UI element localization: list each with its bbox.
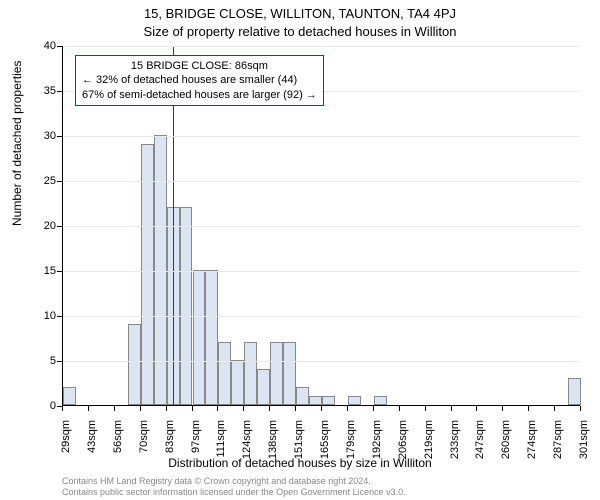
footer-attribution: Contains HM Land Registry data © Crown c…: [62, 476, 406, 498]
y-tick-mark: [57, 46, 62, 47]
annotation-line-3: 67% of semi-detached houses are larger (…: [82, 88, 317, 102]
gridline: [63, 361, 580, 362]
histogram-bar: [141, 144, 154, 405]
x-tick-mark: [399, 406, 400, 411]
chart-title-sub: Size of property relative to detached ho…: [0, 24, 600, 39]
x-tick-mark: [554, 406, 555, 411]
gridline: [63, 136, 580, 137]
y-tick-label: 10: [30, 310, 56, 322]
y-tick-mark: [57, 226, 62, 227]
histogram-bar: [283, 342, 296, 405]
gridline: [63, 46, 580, 47]
histogram-bar: [218, 342, 231, 405]
gridline: [63, 181, 580, 182]
histogram-bar: [322, 396, 335, 405]
x-tick-mark: [321, 406, 322, 411]
y-tick-mark: [57, 271, 62, 272]
histogram-bar: [205, 270, 218, 405]
y-tick-mark: [57, 316, 62, 317]
x-tick-mark: [140, 406, 141, 411]
y-tick-label: 30: [30, 130, 56, 142]
histogram-bar: [231, 360, 244, 405]
y-tick-label: 20: [30, 220, 56, 232]
histogram-bar: [568, 378, 581, 405]
annotation-line-1: 15 BRIDGE CLOSE: 86sqm: [82, 59, 317, 73]
y-tick-label: 25: [30, 175, 56, 187]
y-tick-label: 0: [30, 400, 56, 412]
histogram-bar: [348, 396, 361, 405]
x-tick-mark: [347, 406, 348, 411]
x-tick-mark: [451, 406, 452, 411]
y-tick-mark: [57, 91, 62, 92]
histogram-bar: [180, 207, 193, 405]
histogram-bar: [193, 270, 206, 405]
y-tick-label: 35: [30, 85, 56, 97]
x-tick-mark: [502, 406, 503, 411]
y-tick-mark: [57, 181, 62, 182]
x-axis-label: Distribution of detached houses by size …: [0, 456, 600, 470]
gridline: [63, 226, 580, 227]
gridline: [63, 316, 580, 317]
footer-line-1: Contains HM Land Registry data © Crown c…: [62, 476, 406, 487]
histogram-bar: [296, 387, 309, 405]
x-tick-mark: [476, 406, 477, 411]
y-axis-label: Number of detached properties: [10, 61, 24, 226]
y-tick-label: 40: [30, 40, 56, 52]
histogram-bar: [128, 324, 141, 405]
y-tick-label: 5: [30, 355, 56, 367]
chart-title-main: 15, BRIDGE CLOSE, WILLITON, TAUNTON, TA4…: [0, 6, 600, 21]
histogram-bar: [257, 369, 270, 405]
x-tick-mark: [580, 406, 581, 411]
x-tick-mark: [269, 406, 270, 411]
histogram-bar: [154, 135, 167, 405]
y-tick-mark: [57, 361, 62, 362]
histogram-bar: [374, 396, 387, 405]
annotation-box: 15 BRIDGE CLOSE: 86sqm ← 32% of detached…: [75, 55, 324, 106]
x-tick-mark: [425, 406, 426, 411]
histogram-bar: [270, 342, 283, 405]
histogram-bar: [63, 387, 76, 405]
x-tick-mark: [243, 406, 244, 411]
x-tick-mark: [88, 406, 89, 411]
histogram-bar: [309, 396, 322, 405]
histogram-bar: [244, 342, 257, 405]
x-tick-mark: [192, 406, 193, 411]
x-tick-mark: [217, 406, 218, 411]
x-tick-mark: [114, 406, 115, 411]
footer-line-2: Contains public sector information licen…: [62, 487, 406, 498]
annotation-line-2: ← 32% of detached houses are smaller (44…: [82, 73, 317, 87]
x-tick-mark: [62, 406, 63, 411]
x-tick-mark: [373, 406, 374, 411]
x-tick-mark: [295, 406, 296, 411]
gridline: [63, 271, 580, 272]
y-tick-label: 15: [30, 265, 56, 277]
x-tick-mark: [166, 406, 167, 411]
chart-container: 15, BRIDGE CLOSE, WILLITON, TAUNTON, TA4…: [0, 0, 600, 500]
x-tick-mark: [528, 406, 529, 411]
y-tick-mark: [57, 136, 62, 137]
